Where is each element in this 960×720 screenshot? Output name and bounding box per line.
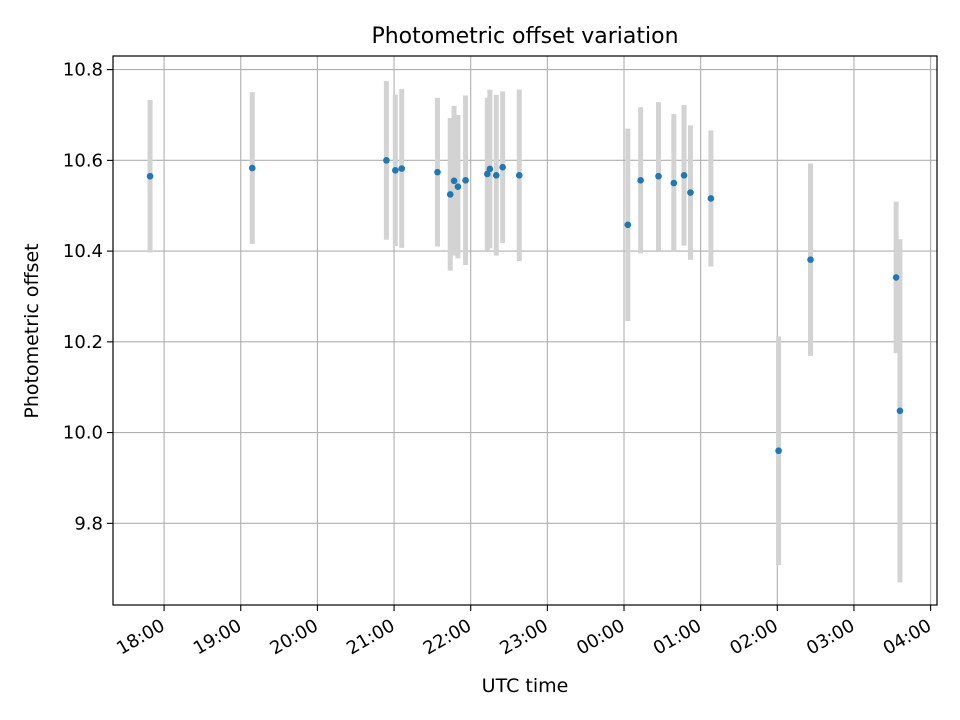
data-point (624, 221, 632, 229)
data-point (486, 165, 494, 173)
data-points (146, 157, 904, 455)
data-point (398, 165, 406, 172)
data-point (687, 189, 694, 196)
data-point (248, 164, 256, 172)
grid (113, 56, 937, 605)
data-point (515, 172, 523, 179)
plot-frame (112, 55, 938, 606)
data-point (775, 447, 782, 455)
data-point (896, 407, 904, 415)
data-point (446, 191, 454, 198)
data-point (484, 170, 491, 178)
data-point (434, 168, 441, 176)
data-point (655, 172, 662, 180)
data-point (450, 177, 458, 185)
data-point (892, 274, 900, 281)
y-axis-label: Photometric offset (21, 243, 43, 418)
data-point (637, 177, 644, 184)
data-point (499, 163, 506, 171)
y-tick-label: 10.8 (63, 60, 103, 81)
data-point (392, 167, 399, 174)
y-tick-label: 10.0 (63, 423, 103, 444)
chart-title: Photometric offset variation (371, 24, 678, 49)
y-tick-label: 10.4 (63, 241, 103, 262)
y-tick-label: 9.8 (74, 513, 103, 534)
data-point (383, 157, 390, 164)
y-tick-label: 10.2 (63, 332, 103, 353)
data-point (680, 172, 688, 179)
data-point (146, 172, 154, 180)
data-point (670, 179, 678, 187)
data-point (807, 256, 814, 264)
data-point (454, 183, 462, 190)
data-point (492, 172, 500, 179)
y-tick-label: 10.6 (63, 150, 103, 171)
data-point (707, 195, 715, 202)
x-axis-label: UTC time (482, 675, 569, 697)
data-point (462, 177, 469, 184)
